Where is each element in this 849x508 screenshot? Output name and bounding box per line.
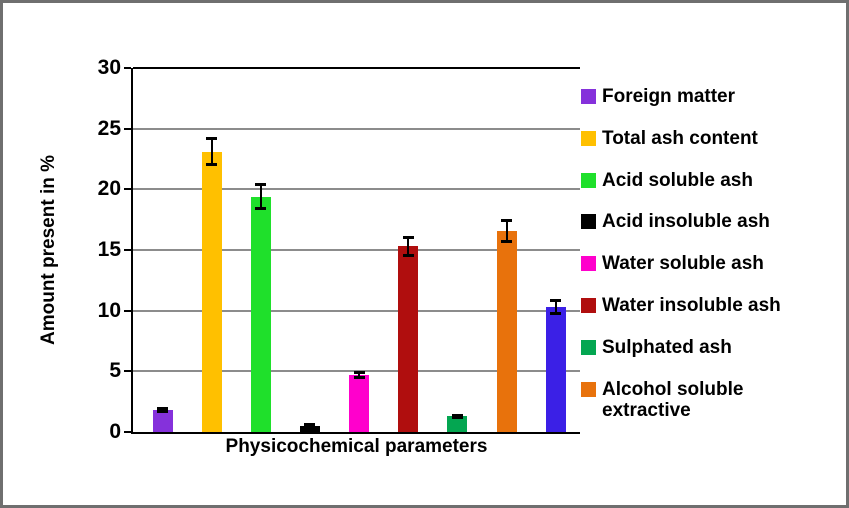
error-bar-water-insoluble-ash xyxy=(407,236,410,257)
y-axis-line xyxy=(131,68,133,434)
y-tick-5 xyxy=(124,370,131,373)
legend-item: Water soluble ash xyxy=(581,253,764,274)
legend-item: Total ash content xyxy=(581,128,758,149)
legend-label: Acid insoluble ash xyxy=(602,211,770,233)
error-cap-top-series-9 xyxy=(550,298,562,302)
gridline-20 xyxy=(133,188,580,191)
error-cap-top-sulphated-ash xyxy=(451,413,463,417)
legend-swatch xyxy=(581,339,596,355)
legend-item: Alcohol soluble extractive xyxy=(581,379,797,421)
legend-label: Acid soluble ash xyxy=(602,169,753,191)
y-tick-label-10: 10 xyxy=(97,298,121,322)
error-cap-top-acid-insoluble-ash xyxy=(304,423,316,427)
legend-label: Sulphated ash xyxy=(602,336,732,358)
error-cap-bottom-sulphated-ash xyxy=(451,415,463,419)
legend-item: Sulphated ash xyxy=(581,337,732,358)
x-axis-title: Physicochemical parameters xyxy=(225,436,488,457)
error-cap-top-foreign-matter xyxy=(157,407,168,411)
legend-label: Alcohol soluble extractive xyxy=(602,378,744,421)
y-tick-label-15: 15 xyxy=(97,238,121,261)
error-cap-bottom-acid-insoluble-ash xyxy=(304,425,316,429)
legend-swatch xyxy=(581,130,596,146)
legend-swatch xyxy=(581,89,596,104)
legend-item: Acid soluble ash xyxy=(581,170,753,191)
legend-label: Water insoluble ash xyxy=(602,295,781,316)
error-bar-water-soluble-ash xyxy=(358,371,361,378)
legend-item: Water insoluble ash xyxy=(581,295,781,316)
y-tick-20 xyxy=(124,188,131,191)
error-cap-top-acid-soluble-ash xyxy=(255,183,267,187)
y-tick-0 xyxy=(124,431,131,433)
x-axis-line xyxy=(131,432,580,434)
y-tick-label-0: 0 xyxy=(109,420,121,443)
bar-alcohol-soluble-extractive xyxy=(496,230,517,432)
legend-swatch xyxy=(581,381,596,397)
error-bar-series-9 xyxy=(554,299,557,315)
error-cap-top-total-ash-content xyxy=(206,137,218,141)
bar-foreign-matter xyxy=(152,410,173,432)
error-cap-bottom-series-9 xyxy=(550,312,562,316)
error-cap-bottom-total-ash-content xyxy=(206,163,218,167)
error-cap-bottom-water-insoluble-ash xyxy=(402,254,414,258)
y-tick-label-30: 30 xyxy=(97,56,121,79)
legend-item: Acid insoluble ash xyxy=(581,211,770,232)
y-tick-label-5: 5 xyxy=(109,359,121,383)
bar-series-9 xyxy=(545,307,566,432)
bar-acid-soluble-ash xyxy=(250,196,271,432)
error-cap-bottom-acid-soluble-ash xyxy=(255,206,267,210)
y-tick-30 xyxy=(124,67,131,69)
gridline-30 xyxy=(133,67,580,69)
error-cap-top-water-soluble-ash xyxy=(353,370,365,374)
gridline-15 xyxy=(133,249,580,251)
error-cap-top-water-insoluble-ash xyxy=(402,235,414,239)
legend-item: Foreign matter xyxy=(581,86,735,107)
y-tick-10 xyxy=(124,309,131,312)
bar-water-insoluble-ash xyxy=(398,246,419,432)
legend-swatch xyxy=(581,298,596,313)
error-cap-top-alcohol-soluble-extractive xyxy=(501,218,513,222)
legend-label: Total ash content xyxy=(602,127,758,149)
legend-swatch xyxy=(581,214,596,230)
legend-swatch xyxy=(581,172,596,188)
error-cap-bottom-water-soluble-ash xyxy=(353,376,365,379)
error-bar-alcohol-soluble-extractive xyxy=(505,219,508,242)
legend-label: Water soluble ash xyxy=(602,253,764,275)
error-bar-total-ash-content xyxy=(210,138,213,166)
legend-label: Foreign matter xyxy=(602,86,736,107)
bar-sulphated-ash xyxy=(447,416,468,432)
y-tick-label-25: 25 xyxy=(97,116,121,140)
error-cap-bottom-alcohol-soluble-extractive xyxy=(501,239,513,243)
error-cap-bottom-foreign-matter xyxy=(157,409,168,413)
bar-acid-insoluble-ash xyxy=(299,425,320,432)
gridline-25 xyxy=(133,127,580,130)
y-tick-15 xyxy=(124,249,131,251)
y-axis-title: Amount present in % xyxy=(38,154,59,346)
gridline-10 xyxy=(133,309,580,312)
y-tick-label-20: 20 xyxy=(97,177,121,201)
legend-swatch xyxy=(581,256,596,272)
bar-total-ash-content xyxy=(201,151,222,432)
y-tick-25 xyxy=(124,127,131,130)
error-bar-acid-soluble-ash xyxy=(259,184,262,209)
bar-water-soluble-ash xyxy=(349,374,370,432)
